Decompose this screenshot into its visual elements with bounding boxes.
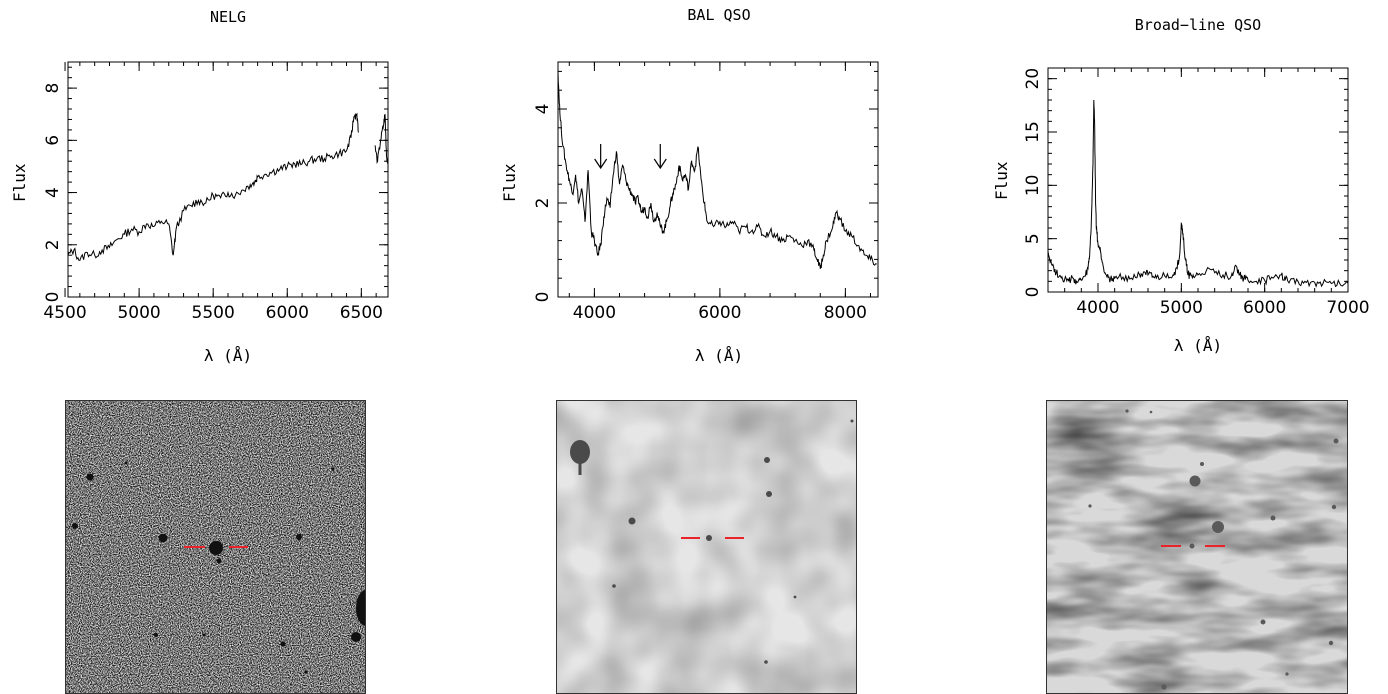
x-tick-label: 5000 [1160, 298, 1203, 318]
chart-title: BAL QSO [687, 6, 751, 24]
x-tick-label: 5000 [117, 303, 160, 323]
chart-title: NELG [209, 8, 247, 26]
y-tick-label: 20 [1023, 68, 1043, 90]
spectrum-line [67, 112, 359, 261]
y-tick-label: 8 [43, 83, 63, 94]
y-tick-label: 0 [1023, 287, 1043, 298]
x-axis-label: λ (Å) [1173, 336, 1223, 355]
x-tick-label: 7000 [1326, 298, 1369, 318]
x-axis-label: λ (Å) [694, 346, 744, 365]
plot-frame [67, 61, 389, 298]
spectrum-line [1047, 99, 1349, 288]
sky-image-broad-line-qso [1046, 400, 1348, 694]
y-tick-label: 5 [1023, 233, 1043, 244]
sky-image-nelg-render [66, 401, 365, 693]
y-axis-label: Flux [10, 163, 29, 202]
y-axis-label: Flux [992, 161, 1011, 200]
sky-image-nelg [65, 400, 366, 694]
y-tick-label: 2 [43, 239, 63, 250]
y-tick-label: 10 [1023, 175, 1043, 197]
y-tick-label: 15 [1023, 121, 1043, 143]
absorption-arrowhead [594, 158, 608, 170]
x-tick-label: 6000 [1243, 298, 1286, 318]
y-tick-label: 0 [43, 292, 63, 303]
absorption-arrowhead [653, 158, 667, 170]
plot-frame [557, 61, 879, 298]
x-tick-label: 6500 [340, 303, 383, 323]
y-tick-label: 4 [533, 104, 553, 115]
spectrum-line [374, 114, 389, 165]
y-tick-label: 6 [43, 135, 63, 146]
spectrum-line [557, 71, 877, 269]
x-tick-label: 8000 [824, 303, 867, 323]
x-tick-label: 6000 [698, 303, 741, 323]
sky-image-bal-qso-render [557, 401, 856, 693]
x-tick-label: 4500 [43, 303, 86, 323]
y-tick-label: 0 [533, 292, 553, 303]
y-tick-label: 4 [43, 187, 63, 198]
x-tick-label: 4000 [1076, 298, 1119, 318]
x-tick-label: 5500 [192, 303, 235, 323]
x-tick-label: 6000 [266, 303, 309, 323]
x-axis-label: λ (Å) [203, 346, 253, 365]
y-axis-label: Flux [500, 163, 519, 202]
sky-image-bal-qso [556, 400, 857, 694]
y-tick-label: 2 [533, 198, 553, 209]
chart-title: Broad−line QSO [1134, 16, 1262, 34]
x-tick-label: 4000 [573, 303, 616, 323]
sky-image-broad-line-qso-render [1047, 401, 1347, 693]
